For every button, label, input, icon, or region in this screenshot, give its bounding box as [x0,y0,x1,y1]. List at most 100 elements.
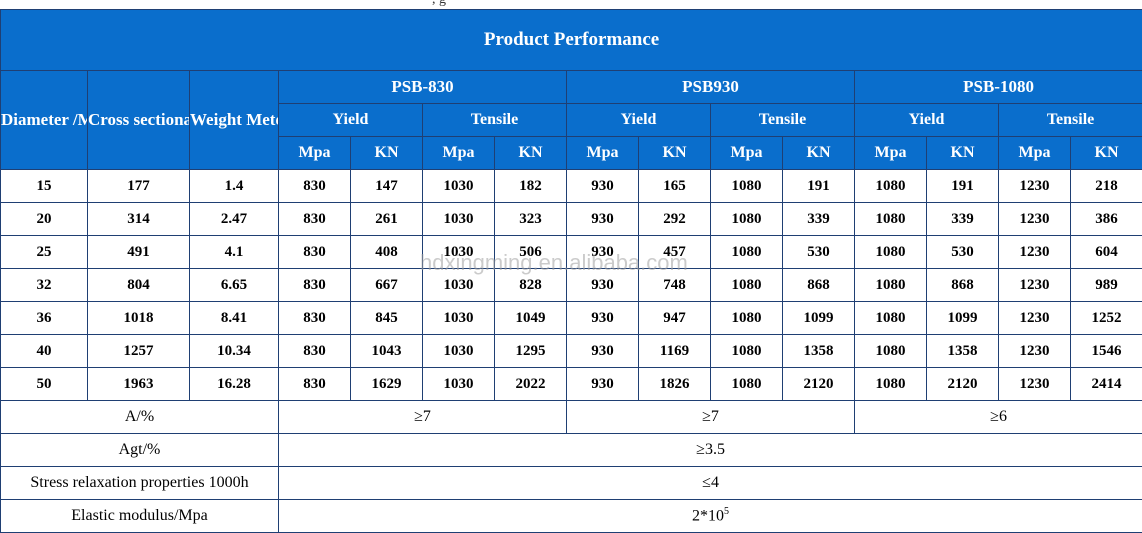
header-cross-section: Cross sectional area/MM² [88,71,190,170]
modulus-base: 2*10 [692,508,724,525]
table-cell: 6.65 [190,269,279,302]
table-cell: 930 [567,170,639,203]
table-cell: 32 [1,269,88,302]
table-cell: 1230 [999,269,1071,302]
table-cell: 1230 [999,302,1071,335]
table-cell: 748 [639,269,711,302]
table-cell: 10.34 [190,335,279,368]
header-unit-mpa: Mpa [999,137,1071,170]
header-unit-mpa: Mpa [423,137,495,170]
table-cell: 1230 [999,203,1071,236]
table-cell: 339 [783,203,855,236]
table-cell: 1099 [783,302,855,335]
footer-elongation-label: A/% [1,401,279,434]
table-cell: 147 [351,170,423,203]
table-cell: 1080 [855,170,927,203]
footer-agt-value: ≥3.5 [279,434,1142,467]
table-cell: 8.41 [190,302,279,335]
table-cell: 2414 [1071,368,1142,401]
table-cell: 457 [639,236,711,269]
table-cell: 1826 [639,368,711,401]
header-unit-mpa: Mpa [711,137,783,170]
table-cell: 1030 [423,368,495,401]
header-grade-psb1080: PSB-1080 [855,71,1142,104]
table-cell: 930 [567,368,639,401]
table-cell: 1080 [711,269,783,302]
header-yield: Yield [567,104,711,137]
footer-agt-label: Agt/% [1,434,279,467]
table-cell: 2120 [927,368,999,401]
header-grade-psb830: PSB-830 [279,71,567,104]
header-tensile: Tensile [423,104,567,137]
table-cell: 36 [1,302,88,335]
table-cell: 1080 [711,302,783,335]
table-cell: 1629 [351,368,423,401]
header-tensile: Tensile [999,104,1142,137]
table-cell: 261 [351,203,423,236]
header-unit-kn: KN [783,137,855,170]
header-unit-mpa: Mpa [567,137,639,170]
header-tensile: Tensile [711,104,855,137]
header-unit-mpa: Mpa [279,137,351,170]
table-cell: 1030 [423,335,495,368]
table-cell: 1080 [711,335,783,368]
table-cell: 1230 [999,368,1071,401]
header-unit-mpa: Mpa [855,137,927,170]
footer-elongation-value: ≥7 [567,401,855,434]
table-cell: 830 [279,368,351,401]
table-cell: 1080 [711,203,783,236]
table-cell: 1252 [1071,302,1142,335]
table-cell: 1080 [855,236,927,269]
table-cell: 947 [639,302,711,335]
table-cell: 1030 [423,203,495,236]
table-cell: 1169 [639,335,711,368]
table-cell: 804 [88,269,190,302]
table-cell: 177 [88,170,190,203]
footer-relaxation-value: ≤4 [279,467,1142,500]
table-cell: 930 [567,335,639,368]
table-cell: 830 [279,302,351,335]
table-cell: 1295 [495,335,567,368]
footer-modulus-label: Elastic modulus/Mpa [1,500,279,533]
table-cell: 2022 [495,368,567,401]
table-cell: 830 [279,170,351,203]
table-cell: 1049 [495,302,567,335]
table-cell: 491 [88,236,190,269]
table-cell: 1018 [88,302,190,335]
table-cell: 1230 [999,236,1071,269]
header-diameter: Diameter /MM [1,71,88,170]
table-cell: 292 [639,203,711,236]
product-performance-table: Product Performance Diameter /MM Cross s… [0,9,1142,533]
table-cell: 830 [279,236,351,269]
table-cell: 323 [495,203,567,236]
header-unit-kn: KN [495,137,567,170]
table-cell: 1030 [423,236,495,269]
table-cell: 1030 [423,269,495,302]
table-cell: 506 [495,236,567,269]
table-cell: 1080 [711,170,783,203]
table-cell: 218 [1071,170,1142,203]
table-cell: 20 [1,203,88,236]
table-cell: 1358 [783,335,855,368]
table-cell: 1080 [855,269,927,302]
header-unit-kn: KN [351,137,423,170]
table-cell: 930 [567,269,639,302]
table-cell: 1080 [855,302,927,335]
header-yield: Yield [855,104,999,137]
footer-modulus-value: 2*105 [279,500,1142,533]
table-cell: 830 [279,335,351,368]
table-cell: 1230 [999,335,1071,368]
header-unit-kn: KN [639,137,711,170]
table-cell: 386 [1071,203,1142,236]
table-cell: 530 [783,236,855,269]
table-title: Product Performance [1,10,1142,71]
table-cell: 1043 [351,335,423,368]
table-cell: 1030 [423,170,495,203]
table-cell: 868 [927,269,999,302]
table-cell: 930 [567,302,639,335]
